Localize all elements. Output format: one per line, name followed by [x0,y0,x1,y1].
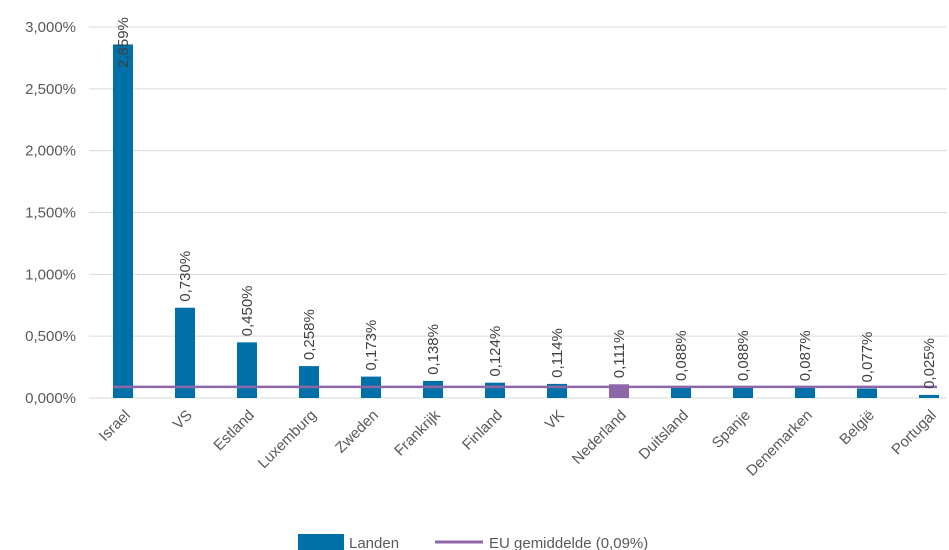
bar [919,394,939,398]
bar [485,382,505,398]
bar [671,387,691,398]
category-label: Portugal [888,407,940,459]
data-label: 0,114% [549,328,566,378]
legend: Landen EU gemiddelde (0,09%) [298,534,648,550]
category-label: Frankrijk [391,406,444,459]
legend-bar-swatch [298,534,344,550]
category-label: Duitsland [636,407,692,463]
y-tick-label: 1,000% [25,266,76,283]
bar [113,44,133,398]
data-label: 0,088% [673,330,690,381]
data-label: 0,730% [177,251,194,302]
category-label: VS [170,407,196,433]
y-axis-tick-labels: 0,000% 0,500% 1,000% 1,500% 2,000% 2,500% 3,00… [25,19,76,407]
data-label: 2,859% [115,17,132,68]
data-label: 0,258% [301,309,318,360]
data-label: 0,077% [859,332,876,383]
category-label: Luxemburg [255,407,320,472]
data-label: 0,138% [425,324,442,375]
category-label: Zweden [332,407,382,457]
category-label: Spanje [709,407,754,452]
data-label: 0,087% [797,330,814,381]
y-tick-label: 2,000% [25,143,76,160]
bar [423,380,443,398]
legend-label-eu-average: EU gemiddelde (0,09%) [489,535,648,550]
data-label: 0,088% [735,330,752,381]
y-tick-label: 1,500% [25,205,76,222]
category-label: Finland [459,407,506,454]
bar [299,366,319,398]
data-label: 0,025% [921,338,938,389]
y-tick-label: 0,000% [25,390,76,407]
bar [237,342,257,398]
bar [795,387,815,398]
data-label: 0,450% [239,285,256,336]
data-label: 0,124% [487,326,504,377]
data-label: 0,173% [363,320,380,371]
bar [857,388,877,398]
bar [733,387,753,398]
category-label: Estland [210,407,257,454]
bars [113,44,939,398]
category-label: Israel [96,407,134,445]
category-label: België [836,407,878,449]
y-tick-label: 2,500% [25,81,76,98]
legend-label-landen: Landen [349,535,399,550]
y-tick-label: 3,000% [25,19,76,36]
y-tick-label: 0,500% [25,328,76,345]
bar [175,307,195,398]
data-label: 0,111% [611,330,628,379]
data-labels: 2,859% 0,730% 0,450% 0,258% 0,173% 0,138% 0,12… [115,17,938,389]
gridlines [89,26,947,399]
category-label: VK [542,407,568,433]
category-label: Denemarken [743,407,816,480]
category-label: Nederland [569,407,630,468]
